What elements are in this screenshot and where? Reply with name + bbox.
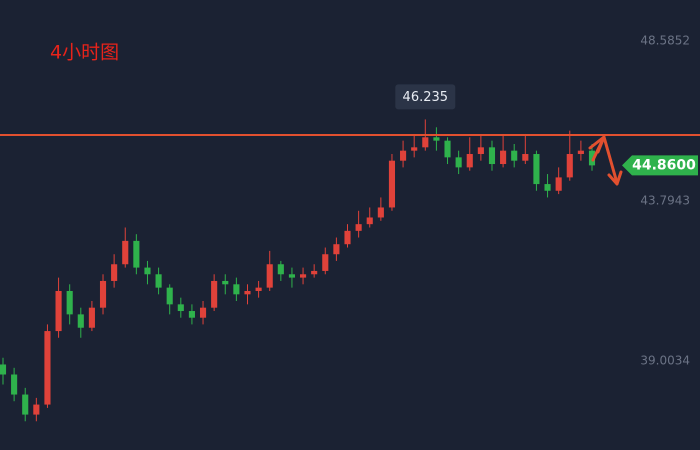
- candle-body: [33, 404, 40, 415]
- candle-body: [322, 254, 329, 271]
- candle-body: [244, 290, 251, 295]
- candle-body: [22, 394, 29, 415]
- candle-body: [588, 150, 596, 166]
- candle-body: [122, 240, 129, 265]
- candle-body: [288, 274, 295, 278]
- candle-body: [99, 280, 107, 308]
- candle-body: [411, 147, 418, 151]
- arrow-head: [588, 135, 606, 154]
- candle-body: [88, 307, 95, 328]
- high-tag: [395, 84, 456, 110]
- candle-body: [255, 287, 262, 291]
- candle-body: [366, 217, 373, 225]
- candle-body: [544, 184, 551, 191]
- candle-body: [422, 137, 429, 148]
- candle-body: [488, 147, 496, 165]
- candle-body: [555, 177, 562, 191]
- candle-body: [466, 154, 473, 168]
- y-tick-label: 43.7943: [640, 193, 690, 207]
- arrow-head: [607, 170, 623, 186]
- candle-body: [44, 331, 51, 405]
- candle-body: [300, 274, 307, 278]
- candle-body: [433, 137, 440, 141]
- candle-body: [355, 224, 362, 231]
- candle-body: [66, 290, 73, 315]
- plot: 48.5852 43.7943 39.0034 46.235 44.8600: [0, 33, 700, 422]
- candle-body: [566, 154, 573, 178]
- high-label: 46.235: [403, 90, 449, 105]
- candle-body: [11, 374, 18, 395]
- candle-body: [188, 311, 195, 318]
- candle-body: [533, 154, 540, 185]
- candle-body: [55, 290, 62, 332]
- chart-title: 4小时图: [50, 42, 119, 64]
- candle-body: [166, 287, 173, 305]
- candle-body: [455, 157, 462, 168]
- candle-body: [144, 267, 151, 275]
- last-price-tag: [622, 155, 698, 176]
- candle-body: [377, 207, 384, 218]
- candle-body: [333, 244, 340, 255]
- y-tick-label: 39.0034: [640, 354, 690, 368]
- candle-body: [77, 314, 84, 328]
- candle-body: [444, 140, 451, 158]
- candle-body: [477, 147, 484, 155]
- candle-body: [133, 240, 140, 268]
- candle-body: [111, 264, 118, 281]
- candle-body: [177, 304, 184, 312]
- candle-body: [222, 280, 229, 285]
- candle-body: [155, 274, 162, 288]
- forecast-arrow: [588, 135, 623, 186]
- candle-body: [511, 150, 518, 161]
- candle-body: [266, 264, 273, 288]
- candle-body: [311, 270, 318, 275]
- candle-body: [400, 150, 407, 161]
- candle-body: [0, 364, 7, 375]
- candle-body: [500, 150, 507, 165]
- candle-body: [211, 280, 218, 308]
- last-price-label: 44.8600: [632, 157, 696, 173]
- candle-body: [199, 307, 207, 318]
- candle-body: [522, 154, 529, 161]
- candle-body: [388, 160, 396, 208]
- candle-body: [277, 264, 284, 275]
- candle-body: [233, 284, 240, 295]
- candle-body: [577, 150, 584, 155]
- candle-body: [344, 230, 351, 245]
- y-tick-label: 48.5852: [640, 33, 690, 47]
